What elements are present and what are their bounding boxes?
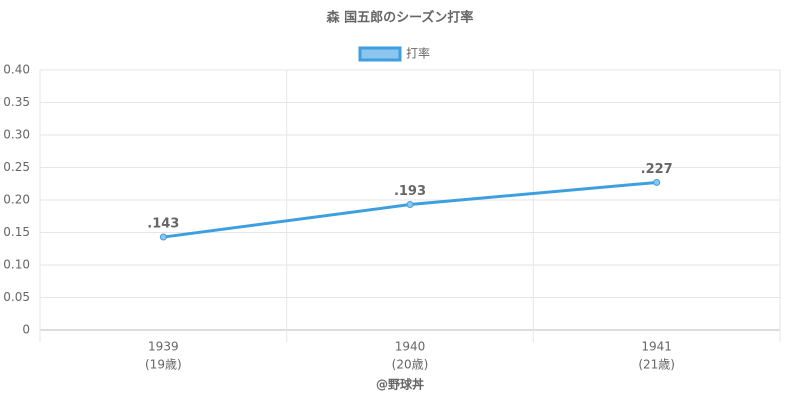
x-tick-sublabel: (19歳) [145, 358, 182, 372]
x-tick-label: 1939 [148, 340, 179, 354]
point [653, 178, 661, 186]
y-tick-label: 0.25 [3, 160, 30, 174]
y-tick-label: 0.40 [3, 63, 30, 77]
y-tick-label: 0.05 [3, 290, 30, 304]
y-tick-label: 0.35 [3, 95, 30, 109]
x-tick-sublabel: (20歳) [392, 358, 429, 372]
point [159, 233, 167, 241]
y-tick-label: 0.30 [3, 128, 30, 142]
x-tick-label: 1940 [395, 340, 426, 354]
y-tick-label: 0.10 [3, 258, 30, 272]
credit: @野球丼 [376, 377, 424, 392]
chart-title: 森 国五郎のシーズン打率 [327, 10, 474, 26]
y-tick-label: 0.20 [3, 193, 30, 207]
value-label: .193 [394, 184, 426, 199]
x-tick-label: 1941 [641, 340, 672, 354]
legend-swatch [358, 46, 402, 62]
x-tick-sublabel: (21歳) [638, 358, 675, 372]
value-label: .227 [641, 162, 673, 177]
point [406, 201, 414, 209]
legend-label: 打率 [406, 46, 430, 61]
y-tick-label: 0 [22, 323, 30, 337]
value-label: .143 [147, 217, 179, 232]
y-tick-label: 0.15 [3, 225, 30, 239]
